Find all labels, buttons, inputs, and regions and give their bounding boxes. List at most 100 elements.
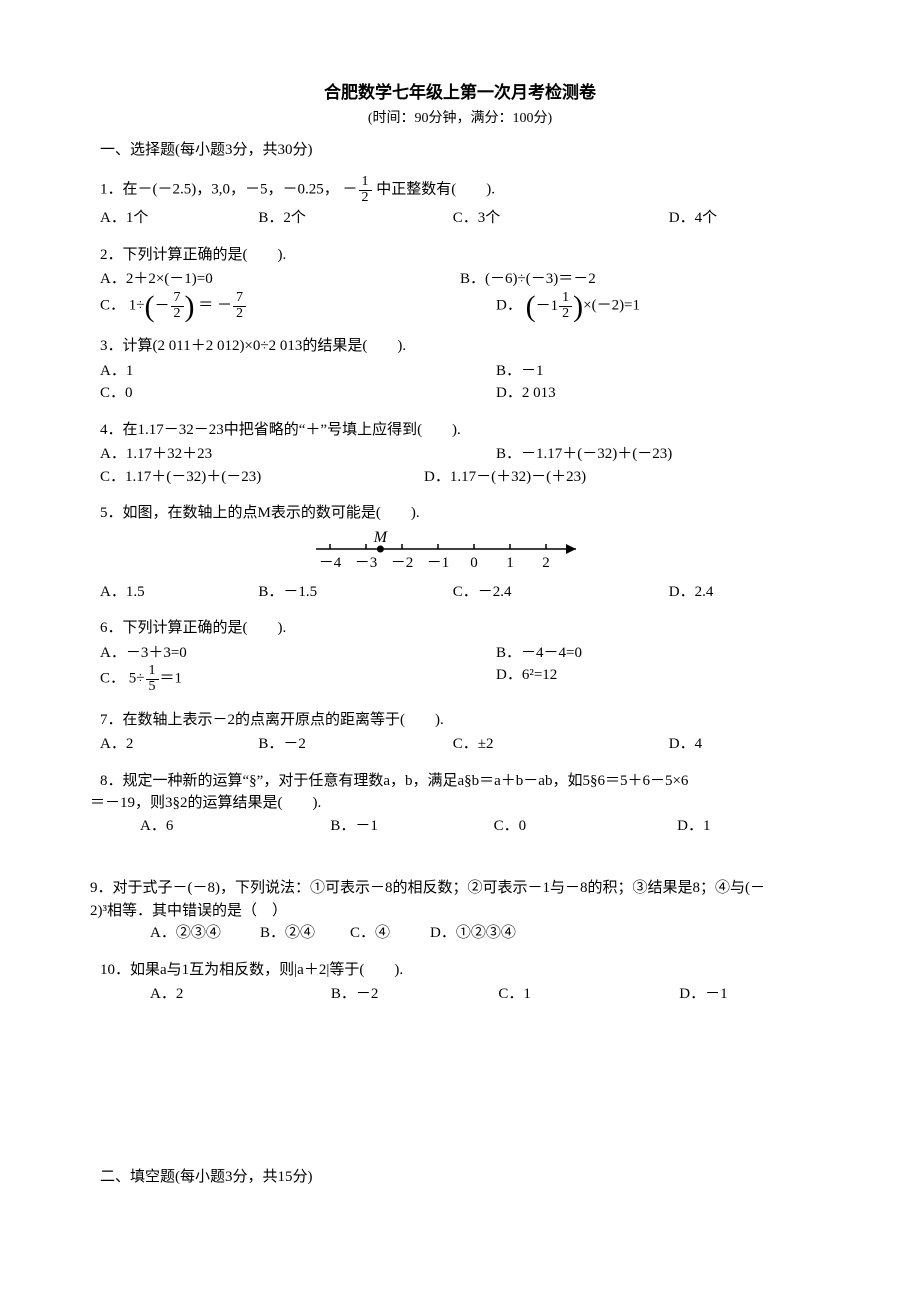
q6-options-row1: A．－3＋3=0 B．－4－4=0 xyxy=(100,642,820,665)
number-line-diagram: －4－3－2－1012M xyxy=(310,527,610,577)
q6c-den: 5 xyxy=(146,680,159,695)
q8-option-c: C．0 xyxy=(494,815,678,838)
q2c-rhs-neg: － xyxy=(217,298,232,314)
q8-line2: ＝－19，则3§2的运算结果是( ). xyxy=(90,792,820,815)
q4-options-row2: C．1.17＋(－32)＋(－23) D．1.17－(＋32)－(＋23) xyxy=(100,466,820,489)
q2d-inner-neg: －1 xyxy=(536,295,559,318)
q2c-rd: 2 xyxy=(233,307,246,322)
question-7: 7．在数轴上表示－2的点离开原点的距离等于( ). A．2 B．－2 C．±2 … xyxy=(100,709,820,756)
q3-stem: 3．计算(2 011＋2 012)×0÷2 013的结果是( ). xyxy=(100,335,820,358)
lparen-icon: ( xyxy=(526,293,536,320)
q9-line1: 9．对于式子－(－8)，下列说法：①可表示－8的相反数；②可表示－1与－8的积；… xyxy=(90,877,820,900)
rparen-icon: ) xyxy=(573,293,583,320)
q7-option-c: C．±2 xyxy=(453,733,669,756)
q2d-inner-frac: 12 xyxy=(559,291,572,321)
q1-frac-den: 2 xyxy=(359,191,372,206)
q1-frac-num: 1 xyxy=(359,175,372,191)
q2d-prefix: D． xyxy=(496,298,522,314)
q10-option-b: B．－2 xyxy=(331,983,499,1006)
q2-options-row1: A．2＋2×(－1)=0 B．(－6)÷(－3)＝－2 xyxy=(100,268,820,291)
exam-title: 合肥数学七年级上第一次月考检测卷 xyxy=(100,80,820,106)
q2d-in-num: 1 xyxy=(559,291,572,307)
q1-stem-prefix: 1．在－(－2.5)，3,0，－5，－0.25， xyxy=(100,182,339,198)
q1-option-a: A．1个 xyxy=(100,207,258,230)
question-1: 1．在－(－2.5)，3,0，－5，－0.25， －12 中正整数有( ). A… xyxy=(100,175,820,230)
q2c-eq: ＝ xyxy=(198,298,213,314)
svg-text:－3: －3 xyxy=(355,555,378,571)
q4-stem: 4．在1.17－32－23中把省略的“＋”号填上应得到( ). xyxy=(100,419,820,442)
q4-options-row1: A．1.17＋32＋23 B．－1.17＋(－32)＋(－23) xyxy=(100,443,820,466)
q5-option-c: C．－2.4 xyxy=(453,581,669,604)
q8-option-d: D．1 xyxy=(677,815,820,838)
q1-option-b: B．2个 xyxy=(258,207,452,230)
q6c-lead: 5÷ xyxy=(129,671,145,687)
svg-text:－4: －4 xyxy=(319,555,342,571)
q1-neg: － xyxy=(343,182,358,198)
q5-option-b: B．－1.5 xyxy=(258,581,452,604)
q6-stem: 6．下列计算正确的是( ). xyxy=(100,617,820,640)
q10-stem: 10．如果a与1互为相反数，则|a＋2|等于( ). xyxy=(100,959,820,982)
q6-options-row2: C． 5÷15＝1 D．6²=12 xyxy=(100,664,820,694)
q8-option-b: B．－1 xyxy=(330,815,493,838)
question-2: 2．下列计算正确的是( ). A．2＋2×(－1)=0 B．(－6)÷(－3)＝… xyxy=(100,244,820,321)
q10-option-d: D．－1 xyxy=(679,983,820,1006)
svg-text:－2: －2 xyxy=(391,555,414,571)
q2-options-row2: C． 1÷(－72) ＝ －72 D． (－112)×(－2)=1 xyxy=(100,291,820,321)
q9-options: A．②③④ B．②④ C．④ D．①②③④ xyxy=(90,922,820,945)
svg-text:2: 2 xyxy=(542,555,550,571)
q3-option-d: D．2 013 xyxy=(496,382,820,405)
q1-option-c: C．3个 xyxy=(453,207,669,230)
question-9: 9．对于式子－(－8)，下列说法：①可表示－8的相反数；②可表示－1与－8的积；… xyxy=(90,877,820,945)
q10-options: A．2 B．－2 C．1 D．－1 xyxy=(100,983,820,1006)
q9-option-c: C．④ xyxy=(350,922,430,945)
question-4: 4．在1.17－32－23中把省略的“＋”号填上应得到( ). A．1.17＋3… xyxy=(100,419,820,489)
q9-option-d: D．①②③④ xyxy=(430,922,550,945)
q7-option-a: A．2 xyxy=(100,733,258,756)
q4-option-c: C．1.17＋(－32)＋(－23) xyxy=(100,466,424,489)
q4-option-b: B．－1.17＋(－32)＋(－23) xyxy=(496,443,820,466)
q6c-frac: 15 xyxy=(146,664,159,694)
q2c-rhs-frac: 72 xyxy=(233,291,246,321)
q6-option-b: B．－4－4=0 xyxy=(496,642,820,665)
section-2-heading: 二、填空题(每小题3分，共15分) xyxy=(100,1166,820,1189)
svg-text:1: 1 xyxy=(506,555,514,571)
q2c-inner-neg: － xyxy=(155,295,170,318)
q10-option-c: C．1 xyxy=(498,983,679,1006)
q2c-prefix: C． xyxy=(100,298,125,314)
svg-text:M: M xyxy=(373,529,389,546)
q3-option-a: A．1 xyxy=(100,360,496,383)
q9-option-a: A．②③④ xyxy=(150,922,260,945)
lparen-icon: ( xyxy=(145,293,155,320)
svg-text:0: 0 xyxy=(470,555,478,571)
q10-option-a: A．2 xyxy=(150,983,331,1006)
question-10: 10．如果a与1互为相反数，则|a＋2|等于( ). A．2 B．－2 C．1 … xyxy=(100,959,820,1006)
q2d-in-den: 2 xyxy=(559,307,572,322)
q5-option-a: A．1.5 xyxy=(100,581,258,604)
q9-option-b: B．②④ xyxy=(260,922,350,945)
q2c-inner-frac: 72 xyxy=(171,291,184,321)
question-6: 6．下列计算正确的是( ). A．－3＋3=0 B．－4－4=0 C． 5÷15… xyxy=(100,617,820,694)
q9-line2: 2)³相等．其中错误的是（ ） xyxy=(90,900,820,923)
q7-options: A．2 B．－2 C．±2 D．4 xyxy=(100,733,820,756)
section-1-heading: 一、选择题(每小题3分，共30分) xyxy=(100,139,820,162)
q8-line1: 8．规定一种新的运算“§”，对于任意有理数a，b，满足a§b＝a＋b－ab，如5… xyxy=(90,770,820,793)
q5-option-d: D．2.4 xyxy=(669,581,820,604)
q1-fraction: 12 xyxy=(359,175,372,205)
q7-stem: 7．在数轴上表示－2的点离开原点的距离等于( ). xyxy=(100,709,820,732)
q3-option-b: B．－1 xyxy=(496,360,820,383)
q1-option-d: D．4个 xyxy=(669,207,820,230)
q2c-in-num: 7 xyxy=(171,291,184,307)
q4-option-a: A．1.17＋32＋23 xyxy=(100,443,496,466)
question-5: 5．如图，在数轴上的点M表示的数可能是( ). －4－3－2－1012M A．1… xyxy=(100,502,820,603)
q6-option-d: D．6²=12 xyxy=(496,664,820,694)
q2d-suffix: ×(－2)=1 xyxy=(583,298,640,314)
question-8: 8．规定一种新的运算“§”，对于任意有理数a，b，满足a§b＝a＋b－ab，如5… xyxy=(90,770,820,838)
q2-option-a: A．2＋2×(－1)=0 xyxy=(100,268,460,291)
q8-options: A．6 B．－1 C．0 D．1 xyxy=(90,815,820,838)
q2c-rn: 7 xyxy=(233,291,246,307)
q1-stem-suffix: 中正整数有( ). xyxy=(376,182,495,198)
exam-subtitle: (时间：90分钟，满分：100分) xyxy=(100,108,820,129)
q8-option-a: A．6 xyxy=(140,815,330,838)
q4-option-d: D．1.17－(＋32)－(＋23) xyxy=(424,466,820,489)
q5-options: A．1.5 B．－1.5 C．－2.4 D．2.4 xyxy=(100,581,820,604)
